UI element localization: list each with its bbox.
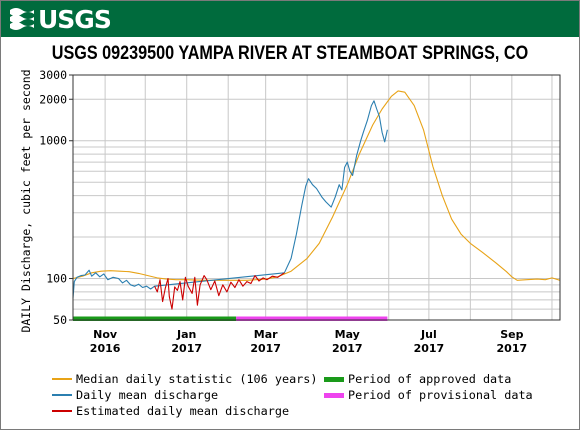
x-tick-label: Jan	[176, 328, 196, 341]
y-tick-label: 1000	[39, 134, 67, 148]
x-tick-label: Nov	[93, 328, 118, 341]
period-bar	[236, 316, 388, 321]
plot-border	[72, 74, 561, 321]
y-tick-label: 2000	[39, 92, 67, 106]
legend-swatch-provisional	[324, 392, 344, 398]
legend-swatch-estimated	[52, 410, 72, 412]
legend-item-daily: Daily mean discharge	[52, 388, 218, 402]
x-tick-label: May	[335, 328, 360, 341]
x-tick-year: 2017	[497, 342, 528, 355]
period-bar	[73, 316, 237, 321]
grid-layer	[73, 74, 560, 321]
x-tick-label: Mar	[254, 328, 278, 341]
usgs-wave-icon	[10, 8, 34, 30]
legend-label-daily: Daily mean discharge	[76, 388, 219, 402]
legend-swatch-median	[52, 378, 72, 380]
legend-item-estimated: Estimated daily mean discharge	[52, 404, 289, 418]
axis-labels: 50100100020003000Nov2016Jan2017Mar2017Ma…	[39, 68, 527, 355]
x-tick-label: Sep	[500, 328, 523, 341]
y-tick-label: 100	[46, 272, 67, 286]
legend-item-provisional: Period of provisional data	[324, 388, 533, 402]
legend-item-median: Median daily statistic (106 years)	[52, 372, 317, 386]
legend-label-provisional: Period of provisional data	[348, 388, 533, 402]
x-tick-year: 2017	[332, 342, 363, 355]
y-tick-label: 3000	[39, 68, 67, 82]
usgs-banner: USGS	[1, 1, 579, 37]
period-bars	[73, 316, 388, 321]
legend-label-approved: Period of approved data	[348, 372, 512, 386]
legend-swatch-approved	[324, 376, 344, 382]
series-line-1	[72, 100, 388, 299]
series-line-0	[72, 90, 561, 281]
legend-label-estimated: Estimated daily mean discharge	[76, 404, 290, 418]
legend-swatch-daily	[52, 394, 72, 396]
legend-item-approved: Period of approved data	[324, 372, 511, 386]
usgs-logo[interactable]: USGS	[9, 4, 112, 34]
legend-label-median: Median daily statistic (106 years)	[76, 372, 318, 386]
y-tick-label: 50	[53, 313, 67, 327]
x-tick-year: 2017	[250, 342, 281, 355]
chart-title: USGS 09239500 YAMPA RIVER AT STEAMBOAT S…	[51, 42, 529, 64]
series-line-2	[154, 272, 285, 310]
x-tick-label: Jul	[420, 328, 437, 341]
x-tick-year: 2017	[414, 342, 445, 355]
x-tick-year: 2017	[171, 342, 202, 355]
usgs-logo-text: USGS	[38, 4, 112, 34]
x-tick-year: 2016	[90, 342, 121, 355]
series-layer	[72, 90, 561, 310]
